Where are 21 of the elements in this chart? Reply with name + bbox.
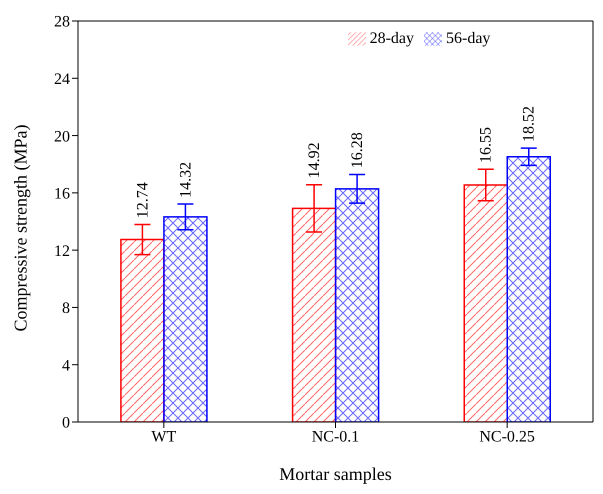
x-tick-label: NC-0.1 bbox=[312, 428, 360, 446]
y-tick-label: 4 bbox=[62, 357, 70, 374]
y-tick-label: 28 bbox=[54, 14, 70, 31]
x-tick-label: WT bbox=[151, 428, 176, 446]
x-tick-label: NC-0.25 bbox=[479, 428, 535, 446]
data-label: 16.55 bbox=[478, 126, 495, 163]
y-tick-label: 12 bbox=[54, 242, 70, 260]
y-tick-label: 0 bbox=[62, 414, 70, 432]
y-tick-label: 24 bbox=[54, 70, 70, 88]
legend-label: 28-day bbox=[370, 30, 414, 47]
data-label: 16.28 bbox=[349, 132, 366, 168]
data-label: 14.92 bbox=[306, 142, 324, 178]
x-axis-title: Mortar samples bbox=[279, 464, 392, 484]
data-label: 12.74 bbox=[134, 182, 152, 218]
y-axis-title: Compressive strength (MPa) bbox=[10, 124, 30, 332]
y-tick-label: 16 bbox=[54, 186, 70, 203]
y-tick-label: 8 bbox=[62, 300, 70, 318]
legend-label: 56-day bbox=[446, 30, 490, 47]
y-tick-label: 20 bbox=[54, 128, 70, 146]
data-label: 18.52 bbox=[520, 106, 538, 142]
data-label: 14.32 bbox=[177, 162, 194, 198]
